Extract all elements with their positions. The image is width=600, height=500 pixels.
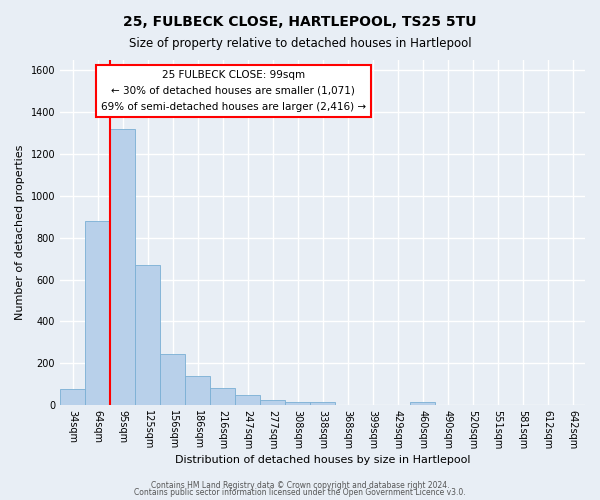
- Bar: [285, 402, 310, 405]
- Bar: [210, 388, 235, 405]
- Bar: [135, 265, 160, 405]
- Bar: [310, 402, 335, 405]
- Y-axis label: Number of detached properties: Number of detached properties: [15, 145, 25, 320]
- Text: 25 FULBECK CLOSE: 99sqm
← 30% of detached houses are smaller (1,071)
69% of semi: 25 FULBECK CLOSE: 99sqm ← 30% of detache…: [101, 70, 366, 112]
- Bar: [260, 400, 285, 405]
- Text: 25, FULBECK CLOSE, HARTLEPOOL, TS25 5TU: 25, FULBECK CLOSE, HARTLEPOOL, TS25 5TU: [123, 15, 477, 29]
- Bar: [185, 376, 210, 405]
- Bar: [85, 221, 110, 405]
- Text: Contains HM Land Registry data © Crown copyright and database right 2024.: Contains HM Land Registry data © Crown c…: [151, 480, 449, 490]
- Bar: [410, 402, 435, 405]
- Text: Contains public sector information licensed under the Open Government Licence v3: Contains public sector information licen…: [134, 488, 466, 497]
- Bar: [160, 354, 185, 405]
- Bar: [235, 394, 260, 405]
- X-axis label: Distribution of detached houses by size in Hartlepool: Distribution of detached houses by size …: [175, 455, 470, 465]
- Bar: [60, 390, 85, 405]
- Bar: [110, 129, 135, 405]
- Text: Size of property relative to detached houses in Hartlepool: Size of property relative to detached ho…: [128, 38, 472, 51]
